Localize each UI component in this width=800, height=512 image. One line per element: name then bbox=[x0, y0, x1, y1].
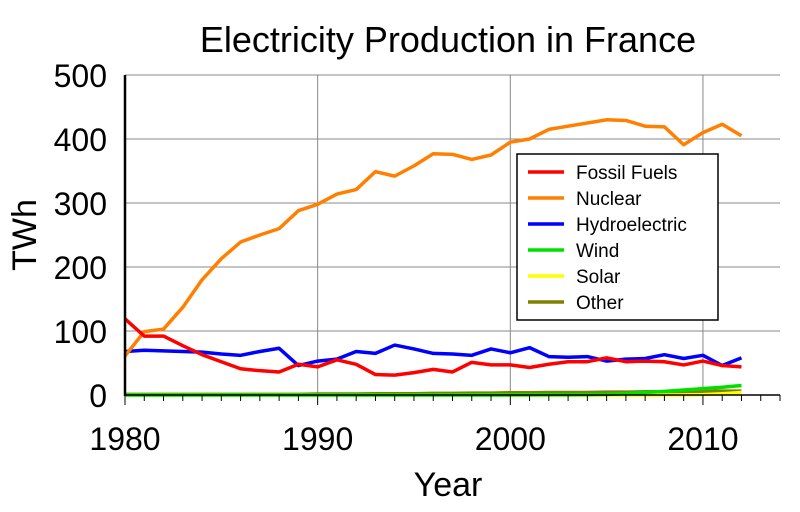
y-tick-label: 200 bbox=[54, 250, 107, 286]
chart-title: Electricity Production in France bbox=[200, 19, 696, 60]
y-tick-label: 400 bbox=[54, 122, 107, 158]
grid bbox=[125, 74, 780, 395]
legend-label: Nuclear bbox=[576, 189, 642, 210]
x-tick-label: 1990 bbox=[282, 421, 353, 457]
series-line-fossil-fuels bbox=[123, 317, 742, 377]
legend-box bbox=[516, 153, 719, 321]
series-line-hydroelectric bbox=[124, 343, 743, 368]
series-line-nuclear bbox=[123, 118, 743, 358]
x-tick-label: 1980 bbox=[89, 421, 160, 457]
x-axis-label: Year bbox=[414, 466, 483, 504]
y-tick-label: 500 bbox=[54, 58, 107, 94]
y-tick-label: 100 bbox=[54, 314, 107, 350]
x-tick-label: 2010 bbox=[667, 421, 738, 457]
legend-label: Solar bbox=[576, 267, 621, 288]
legend-label: Hydroelectric bbox=[576, 215, 687, 236]
legend-label: Fossil Fuels bbox=[576, 163, 677, 184]
y-axis-label: TWh bbox=[6, 199, 44, 271]
x-tick-label: 2000 bbox=[475, 421, 546, 457]
axes: 0 100 200 300 400 500 1980 1990 2000 2010 bbox=[54, 58, 781, 457]
y-tick-label: 300 bbox=[54, 186, 107, 222]
y-tick-label: 0 bbox=[89, 378, 107, 414]
legend-label: Other bbox=[576, 293, 624, 314]
legend-label: Wind bbox=[576, 241, 619, 262]
legend: Fossil Fuels Nuclear Hydroelectric Wind Sola… bbox=[516, 153, 719, 321]
